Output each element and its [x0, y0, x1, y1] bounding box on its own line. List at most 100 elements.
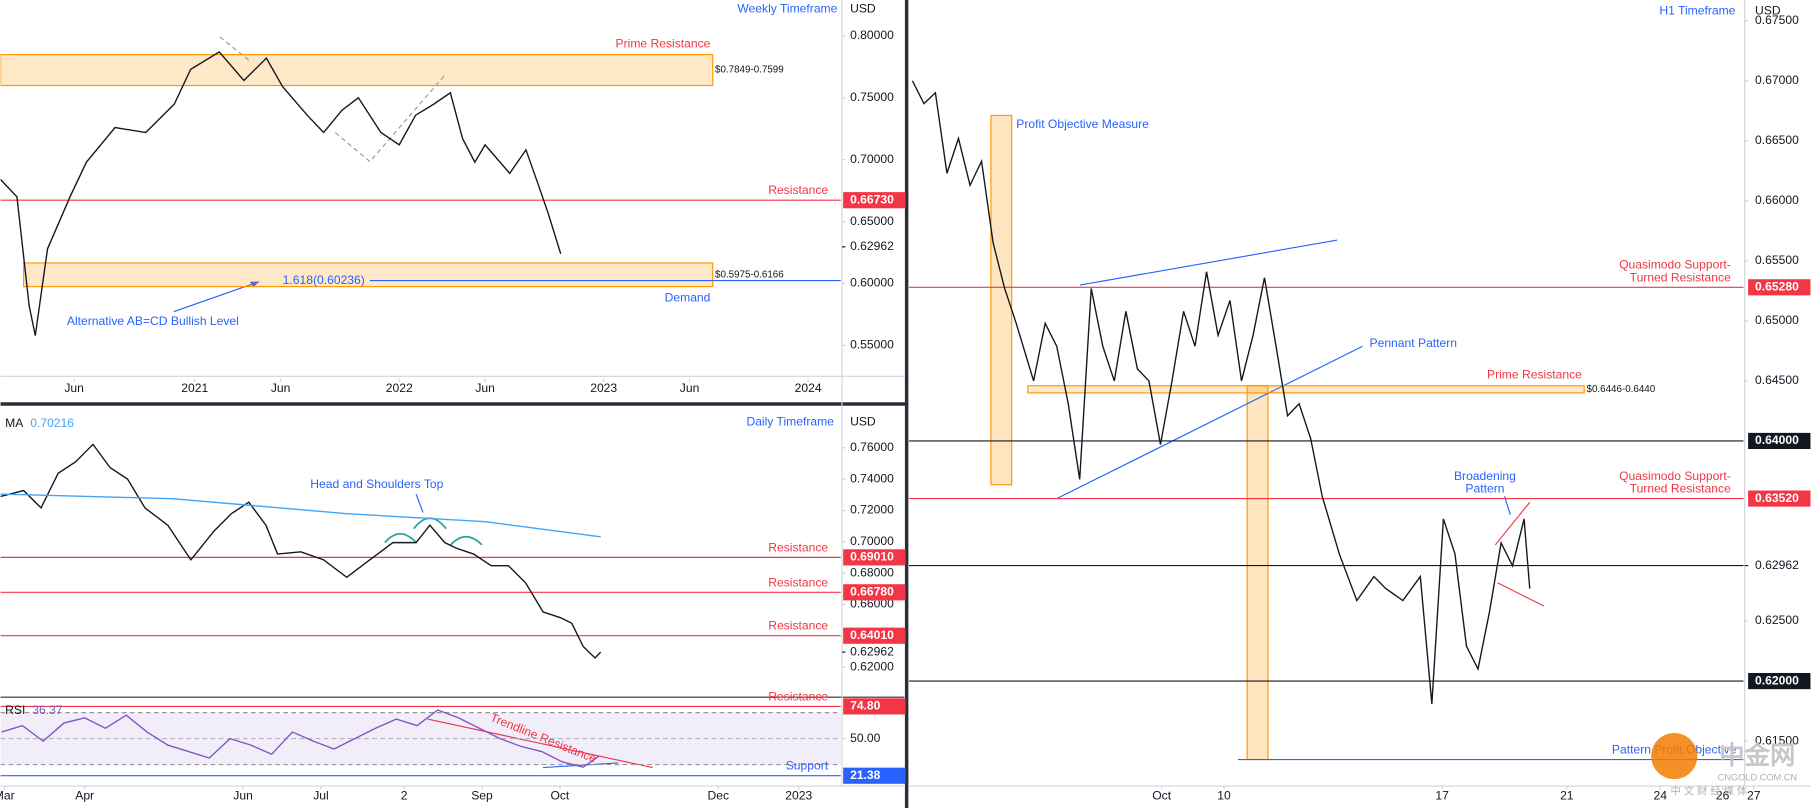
currency: USD	[850, 1, 876, 15]
pennant-line	[1079, 239, 1338, 286]
watermark-logo	[1651, 732, 1698, 780]
x-tick-label: 24	[1654, 789, 1668, 803]
annotation: Broadening	[1454, 469, 1516, 483]
x-tick-label: Mar	[0, 789, 15, 803]
objective-box	[990, 114, 1013, 486]
y-tick-label: 0.61500	[1755, 733, 1799, 747]
arrow	[1504, 496, 1511, 515]
x-tick-label: 27	[1747, 789, 1761, 803]
x-tick-label: Apr	[75, 789, 94, 803]
timeframe-title: Weekly Timeframe	[737, 1, 837, 15]
legend-name: RSI	[5, 703, 25, 717]
objective-box	[1246, 384, 1269, 761]
y-tick-label: 50.00	[850, 731, 881, 745]
timeframe-title: Daily Timeframe	[746, 415, 834, 429]
currency: USD	[1755, 4, 1781, 18]
arrow	[415, 493, 424, 513]
y-tick-label: 0.66000	[1755, 193, 1799, 207]
annotation: Head and Shoulders Top	[310, 477, 443, 491]
watermark-name: 中金网	[1719, 741, 1795, 770]
level-box	[843, 767, 906, 784]
y-tick-label: 0.80000	[850, 28, 894, 42]
level-label: 0.65280	[1755, 279, 1799, 293]
y-tick-label: 0.62000	[850, 659, 894, 673]
y-tick-label: 0.70000	[850, 534, 894, 548]
level-label: 74.80	[850, 699, 881, 713]
watermark-tagline: 中 文 财 经 媒 体	[1671, 785, 1748, 798]
x-tick-label: Oct	[1152, 789, 1171, 803]
x-tick-label: 2023	[590, 381, 617, 395]
level-text: Resistance	[768, 540, 828, 554]
arrow-head	[249, 281, 260, 288]
price-line	[911, 80, 1531, 704]
x-tick-label: 2	[401, 789, 408, 803]
x-tick-label: Dec	[708, 789, 730, 803]
level-text: Turned Resistance	[1630, 270, 1731, 284]
plot	[0, 705, 841, 777]
zone	[0, 54, 714, 87]
legend-value: 0.70216	[30, 416, 74, 430]
price-line	[0, 493, 601, 538]
zone-label: Prime Resistance	[1487, 368, 1582, 382]
trendline	[543, 762, 619, 769]
y-tick-label: 0.65000	[1755, 313, 1799, 327]
plot	[908, 80, 1744, 704]
x-tick-label: Jun	[475, 381, 495, 395]
zone-range: $0.6446-0.6440	[1587, 384, 1656, 395]
x-tick-label: 10	[1217, 789, 1231, 803]
zone-range: $0.7849-0.7599	[715, 65, 784, 76]
level-label: 0.64010	[850, 628, 894, 642]
level-box	[843, 627, 906, 644]
y-tick-label: 0.65000	[850, 214, 894, 228]
zone-label: Prime Resistance	[616, 36, 711, 50]
zone-label: Demand	[665, 290, 711, 304]
price-line	[0, 443, 602, 659]
x-tick-label: Sep	[471, 789, 493, 803]
timeframe-title: H1 Timeframe	[1659, 4, 1735, 18]
level-text: Turned Resistance	[1630, 482, 1731, 496]
level-label: 0.66780	[850, 585, 894, 599]
plot	[0, 443, 841, 659]
plot	[0, 51, 841, 336]
annotation: Pennant Pattern	[1370, 336, 1458, 350]
level-label: 0.64000	[1755, 433, 1799, 447]
price-line	[0, 51, 562, 336]
zone	[1027, 385, 1585, 394]
level-label: 0.62000	[1755, 673, 1799, 687]
x-tick-label: Jun	[680, 381, 700, 395]
level-text: Quasimodo Support-	[1619, 469, 1731, 483]
fib-label: 1.618(0.60236)	[283, 273, 365, 287]
y-tick-label: 0.72000	[850, 503, 894, 517]
broadening-line	[1494, 501, 1531, 546]
level-label: 21.38	[850, 768, 881, 782]
broadening-line	[1497, 582, 1545, 607]
y-tick-label: 0.68000	[850, 565, 894, 579]
last-label: 0.62962	[1755, 558, 1799, 572]
legend-name: MA	[5, 416, 24, 430]
price-line	[1, 709, 600, 768]
last-label: 0.62962	[850, 239, 894, 253]
x-tick-label: Jun	[271, 381, 291, 395]
level-text: Quasimodo Support-	[1619, 258, 1731, 272]
level-box	[1748, 432, 1811, 450]
level-label: 0.66730	[850, 192, 894, 206]
level-text: Resistance	[768, 689, 828, 703]
y-tick-label: 0.75000	[850, 90, 894, 104]
y-tick-label: 0.60000	[850, 276, 894, 290]
y-tick-label: 0.70000	[850, 152, 894, 166]
annotation: Alternative AB=CD Bullish Level	[67, 314, 239, 328]
watermark-url: CNGOLD.COM.CN	[1718, 772, 1797, 782]
x-tick-label: Jun	[64, 381, 84, 395]
x-tick-label: 2022	[386, 381, 413, 395]
level-label: 0.69010	[850, 550, 894, 564]
y-tick-label: 0.55000	[850, 338, 894, 352]
y-tick-label: 0.67500	[1755, 13, 1799, 27]
y-tick-label: 0.65500	[1755, 253, 1799, 267]
last-label: 0.62962	[850, 644, 894, 658]
y-tick-label: 0.67000	[1755, 73, 1799, 87]
y-tick-label: 0.76000	[850, 440, 894, 454]
level-text: Resistance	[768, 619, 828, 633]
level-text: Resistance	[768, 575, 828, 589]
